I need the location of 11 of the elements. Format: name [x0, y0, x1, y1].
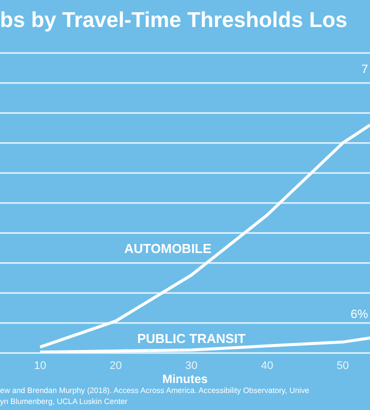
x-tick-label: 10 — [34, 360, 46, 372]
series-label: AUTOMOBILE — [124, 241, 212, 256]
annotation: 6% — [350, 307, 368, 321]
x-tick-label: 20 — [110, 360, 122, 372]
x-tick-label: 40 — [260, 360, 274, 372]
x-axis-title: Minutes — [162, 372, 208, 386]
x-tick-label: 50 — [336, 360, 349, 372]
chart-title: bs by Travel-Time Thresholds Los — [0, 8, 348, 33]
series-label: PUBLIC TRANSIT — [137, 331, 246, 346]
text: 7 — [361, 62, 368, 76]
x-tick-label: 30 — [185, 360, 198, 372]
